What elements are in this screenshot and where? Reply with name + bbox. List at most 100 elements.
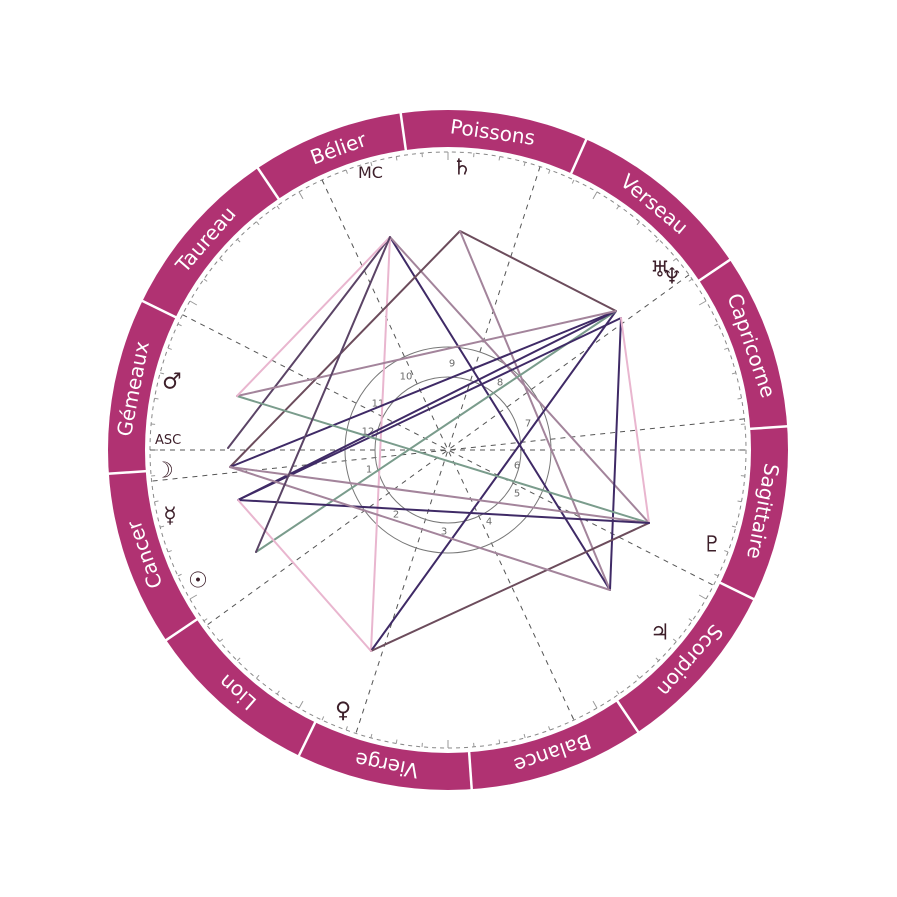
house-number-10: 10 bbox=[400, 372, 413, 383]
degree-tick bbox=[731, 372, 736, 375]
degree-tick bbox=[571, 179, 575, 184]
degree-tick bbox=[592, 191, 598, 200]
house-number-1: 1 bbox=[366, 465, 372, 476]
degree-tick bbox=[160, 525, 165, 528]
jupiter-icon: ♃ bbox=[650, 621, 670, 646]
asc-label: ASC bbox=[155, 433, 181, 448]
sun-icon: ☉ bbox=[188, 569, 208, 594]
degree-tick bbox=[724, 347, 729, 350]
house-number-11: 11 bbox=[372, 399, 385, 410]
degree-tick bbox=[256, 221, 260, 226]
sign-divider bbox=[256, 166, 281, 201]
house-number-9: 9 bbox=[449, 359, 455, 370]
sign-divider bbox=[467, 751, 474, 791]
aspect-line bbox=[370, 310, 617, 652]
sign-divider bbox=[297, 720, 317, 758]
degree-tick bbox=[219, 638, 224, 642]
sign-divider bbox=[749, 424, 789, 431]
aspect-line bbox=[236, 236, 391, 397]
aspect-line bbox=[237, 499, 372, 652]
degree-tick bbox=[345, 169, 348, 174]
sign-dividers bbox=[107, 112, 789, 791]
degree-tick bbox=[160, 372, 165, 375]
sign-divider bbox=[164, 617, 199, 642]
aspect-line bbox=[229, 466, 611, 591]
aspect-line bbox=[237, 499, 650, 524]
degree-tick bbox=[655, 238, 660, 243]
degree-tick bbox=[321, 716, 325, 721]
degree-tick bbox=[616, 205, 620, 210]
degree-tick bbox=[698, 594, 707, 600]
degree-tick bbox=[177, 573, 182, 577]
aspect-line bbox=[459, 230, 611, 591]
degree-tick bbox=[256, 674, 260, 679]
aspect-line bbox=[255, 236, 391, 553]
sign-divider bbox=[569, 137, 588, 175]
degree-tick bbox=[714, 573, 719, 577]
degree-tick bbox=[203, 278, 208, 282]
degree-tick bbox=[203, 618, 208, 622]
degree-tick bbox=[636, 674, 640, 679]
degree-tick bbox=[276, 205, 280, 210]
aspect-line bbox=[229, 310, 617, 468]
degree-tick bbox=[345, 726, 348, 731]
degree-tick bbox=[276, 690, 280, 695]
degree-tick bbox=[592, 700, 598, 709]
degree-tick bbox=[236, 238, 241, 243]
house-number-7: 7 bbox=[525, 419, 531, 430]
aspect-line bbox=[236, 310, 617, 397]
degree-tick bbox=[672, 258, 677, 262]
degree-tick bbox=[189, 300, 198, 306]
aspect-line bbox=[620, 317, 650, 524]
degree-tick bbox=[298, 700, 304, 709]
degree-tick bbox=[724, 550, 729, 553]
degree-tick bbox=[737, 397, 742, 400]
sign-divider bbox=[107, 469, 147, 476]
degree-tick bbox=[737, 500, 742, 503]
degree-tick bbox=[636, 221, 640, 226]
degree-tick bbox=[714, 323, 719, 327]
degree-tick bbox=[177, 323, 182, 327]
degree-tick bbox=[548, 169, 551, 174]
degree-tick bbox=[498, 739, 501, 744]
degree-tick bbox=[167, 347, 172, 350]
mars-icon: ♂ bbox=[162, 370, 182, 395]
aspect-line bbox=[237, 317, 622, 501]
aspect-line bbox=[237, 310, 617, 501]
degree-tick bbox=[523, 733, 526, 738]
house-number-5: 5 bbox=[514, 489, 520, 500]
degree-tick bbox=[498, 156, 501, 161]
degree-tick bbox=[298, 191, 304, 200]
aspect-lines bbox=[227, 230, 650, 652]
degree-tick bbox=[395, 156, 398, 161]
aspect-line bbox=[609, 317, 622, 591]
sign-divider bbox=[718, 581, 756, 601]
degree-ticks bbox=[150, 152, 746, 748]
degree-tick bbox=[167, 550, 172, 553]
house-number-3: 3 bbox=[441, 527, 447, 538]
house-number-8: 8 bbox=[497, 378, 503, 389]
house-number-2: 2 bbox=[393, 510, 399, 521]
degree-tick bbox=[688, 278, 693, 282]
degree-tick bbox=[698, 300, 707, 306]
saturn-icon: ♄ bbox=[452, 156, 472, 181]
uranus-icon: ♅ bbox=[650, 258, 670, 283]
neptune-icon: ♆ bbox=[662, 265, 682, 290]
venus-icon: ♀ bbox=[335, 699, 351, 724]
house-number-12: 12 bbox=[362, 427, 375, 438]
degree-tick bbox=[731, 525, 736, 528]
degree-tick bbox=[370, 162, 373, 167]
moon-icon: ☽ bbox=[154, 459, 174, 484]
mc-label: MC bbox=[358, 163, 383, 182]
degree-tick bbox=[523, 162, 526, 167]
degree-tick bbox=[672, 638, 677, 642]
house-number-6: 6 bbox=[514, 461, 520, 472]
aspect-line bbox=[459, 230, 617, 312]
planet-glyphs: ♄ ♅♆ ♇ ♃ ♀ ☉ ☿ ☽ ♂ bbox=[154, 156, 722, 724]
inner-disc bbox=[145, 147, 751, 753]
degree-tick bbox=[655, 657, 660, 662]
house-number-4: 4 bbox=[486, 517, 492, 528]
mercury-icon: ☿ bbox=[163, 504, 177, 529]
